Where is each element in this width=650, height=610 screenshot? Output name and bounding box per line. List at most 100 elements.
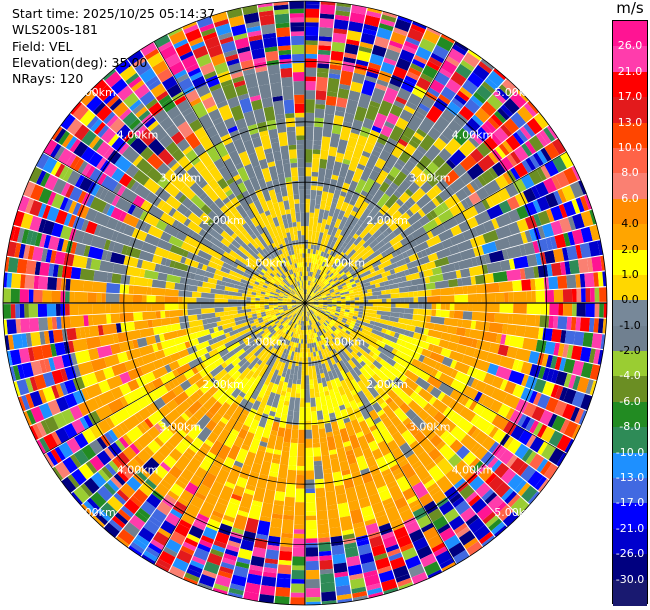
velocity-gate xyxy=(422,64,438,79)
velocity-gate xyxy=(327,284,332,289)
velocity-gate xyxy=(308,296,312,301)
velocity-gate xyxy=(231,574,247,587)
velocity-gate xyxy=(298,429,305,444)
velocity-gate xyxy=(339,404,346,411)
velocity-gate xyxy=(161,497,175,509)
velocity-gate xyxy=(265,290,271,294)
velocity-gate xyxy=(160,375,168,385)
velocity-gate xyxy=(86,397,100,412)
velocity-gate xyxy=(160,520,176,535)
velocity-gate xyxy=(151,318,162,328)
velocity-gate xyxy=(323,113,335,124)
velocity-gate xyxy=(379,412,388,421)
velocity-gate xyxy=(282,327,287,333)
velocity-gate xyxy=(197,347,209,357)
velocity-gate xyxy=(312,328,315,334)
velocity-gate xyxy=(328,323,334,328)
velocity-gate xyxy=(344,311,350,315)
velocity-gate xyxy=(454,303,469,311)
velocity-gate xyxy=(268,267,273,273)
velocity-gate xyxy=(289,321,293,326)
velocity-gate xyxy=(502,323,508,335)
velocity-gate xyxy=(160,45,177,60)
velocity-gate xyxy=(152,385,169,400)
velocity-gate xyxy=(366,71,379,79)
velocity-gate xyxy=(344,52,357,60)
velocity-gate xyxy=(165,258,172,267)
velocity-gate xyxy=(407,93,422,107)
velocity-gate xyxy=(454,460,469,475)
velocity-gate xyxy=(513,255,529,269)
velocity-gate xyxy=(266,214,274,225)
velocity-gate xyxy=(129,276,135,285)
velocity-gate xyxy=(270,311,275,315)
velocity-gate xyxy=(319,255,323,261)
velocity-gate xyxy=(143,383,152,394)
velocity-gate xyxy=(529,453,545,470)
velocity-gate xyxy=(317,181,324,187)
velocity-gate xyxy=(345,486,358,503)
velocity-gate xyxy=(90,235,107,250)
velocity-gate xyxy=(7,257,19,273)
velocity-gate xyxy=(365,416,376,428)
velocity-gate xyxy=(361,79,376,96)
velocity-gate xyxy=(368,299,382,303)
velocity-gate xyxy=(256,396,263,403)
velocity-gate xyxy=(176,549,193,564)
velocity-gate xyxy=(117,85,134,101)
velocity-gate xyxy=(411,226,427,240)
velocity-gate xyxy=(208,328,215,334)
velocity-gate xyxy=(305,343,308,349)
velocity-gate xyxy=(56,238,65,252)
velocity-gate xyxy=(330,293,336,296)
velocity-gate xyxy=(251,500,263,507)
velocity-gate xyxy=(358,308,364,312)
velocity-gate xyxy=(154,465,169,479)
velocity-gate xyxy=(469,457,481,469)
velocity-gate xyxy=(25,393,35,409)
velocity-gate xyxy=(103,91,117,105)
velocity-gate xyxy=(429,79,445,94)
velocity-gate xyxy=(363,303,373,307)
velocity-gate xyxy=(309,388,315,398)
velocity-gate xyxy=(345,449,354,456)
velocity-gate xyxy=(590,287,595,302)
velocity-gate xyxy=(109,117,125,134)
velocity-gate xyxy=(242,68,256,76)
velocity-gate xyxy=(332,553,347,565)
velocity-gate xyxy=(147,52,164,68)
velocity-gate xyxy=(246,297,251,301)
velocity-gate xyxy=(327,341,333,347)
velocity-gate xyxy=(333,406,342,417)
velocity-gate xyxy=(272,236,279,247)
velocity-gate xyxy=(309,257,312,263)
velocity-gate xyxy=(164,288,179,297)
velocity-gate xyxy=(525,157,536,171)
velocity-gate xyxy=(215,456,225,465)
velocity-gate xyxy=(202,231,214,242)
velocity-gate xyxy=(306,262,310,267)
velocity-gate xyxy=(334,110,345,117)
velocity-gate xyxy=(390,312,400,318)
velocity-gate xyxy=(363,193,374,204)
velocity-gate xyxy=(308,280,311,286)
velocity-gate xyxy=(393,162,403,171)
velocity-gate xyxy=(188,444,199,454)
velocity-gate xyxy=(498,281,514,293)
velocity-gate xyxy=(551,138,566,155)
velocity-gate xyxy=(455,188,468,202)
velocity-gate xyxy=(285,329,290,335)
velocity-gate xyxy=(284,334,289,340)
velocity-gate xyxy=(468,136,480,148)
velocity-gate xyxy=(482,331,498,343)
velocity-gate xyxy=(313,258,317,264)
velocity-gate xyxy=(253,243,260,250)
velocity-gate xyxy=(97,173,107,186)
velocity-gate xyxy=(383,472,396,485)
velocity-gate xyxy=(280,274,285,280)
velocity-gate xyxy=(258,319,264,324)
velocity-gate xyxy=(101,249,108,261)
velocity-gate xyxy=(271,316,277,320)
velocity-gate xyxy=(291,304,297,307)
velocity-gate xyxy=(288,336,292,342)
